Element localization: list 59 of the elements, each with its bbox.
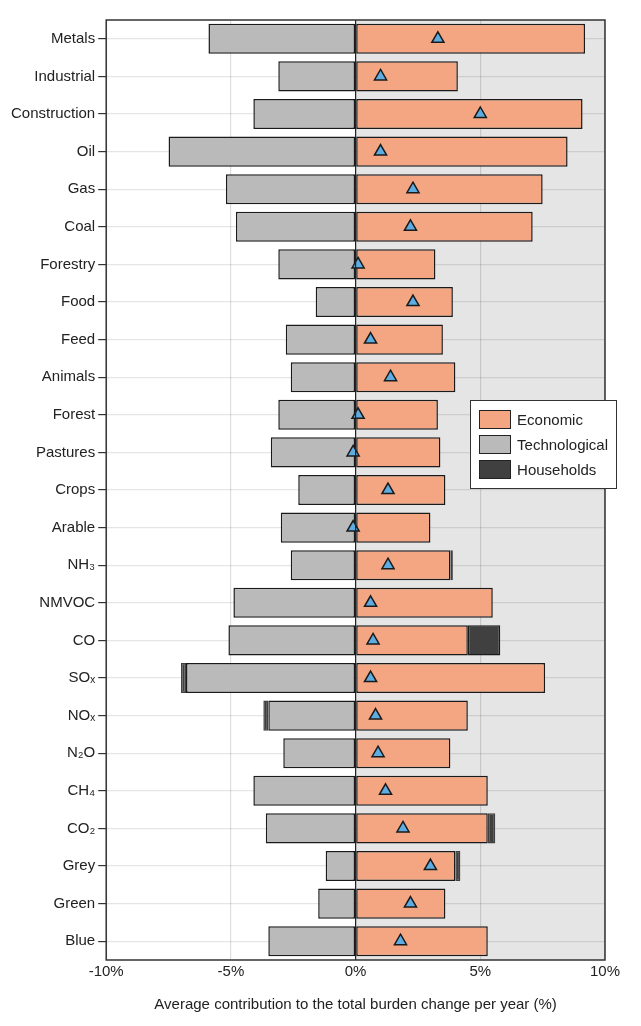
legend-label: Technological — [517, 436, 608, 453]
y-tick-label: Forestry — [40, 254, 96, 272]
point — [381, 482, 395, 495]
point — [403, 895, 418, 908]
point — [366, 632, 380, 645]
x-tick-label: 5% — [469, 962, 492, 980]
point — [403, 219, 418, 232]
point — [346, 519, 360, 532]
x-axis-title: Average contribution to the total burden change per year (%) — [154, 995, 557, 1013]
point — [351, 256, 365, 269]
y-tick-label: Forest — [52, 404, 97, 422]
point — [393, 933, 408, 946]
point — [396, 820, 410, 833]
point — [363, 331, 378, 344]
y-tick-label: N₂O — [66, 743, 96, 761]
point — [351, 407, 365, 420]
y-tick-label: NH₃ — [67, 555, 96, 573]
y-tick-label: CO₂ — [66, 818, 96, 836]
point — [383, 369, 398, 382]
y-tick-label: Gas — [67, 179, 96, 197]
x-tick-label: -10% — [88, 962, 124, 980]
y-tick-label: Construction — [10, 104, 96, 122]
y-tick-label: CO — [72, 630, 96, 648]
y-tick-label: Food — [61, 292, 96, 310]
point — [373, 68, 388, 81]
point — [363, 670, 378, 683]
point — [473, 106, 488, 119]
y-tick-label: Crops — [55, 480, 96, 498]
y-tick-label: Metals — [51, 28, 96, 46]
y-tick-label: NMVOC — [39, 592, 96, 610]
point — [431, 31, 445, 44]
point — [371, 745, 385, 758]
y-tick-label: Feed — [61, 329, 96, 347]
y-tick-label: NOₓ — [67, 705, 96, 723]
y-tick-label: Green — [53, 893, 96, 911]
legend-label: Households — [517, 461, 597, 478]
y-tick-label: SOₓ — [68, 668, 96, 686]
point — [381, 557, 395, 570]
y-tick-label: Animals — [41, 367, 96, 385]
y-tick-label: Pastures — [36, 442, 96, 460]
point — [406, 294, 420, 307]
y-tick-label: Industrial — [34, 66, 96, 84]
point — [373, 143, 388, 156]
point — [346, 444, 360, 457]
legend-label: Economic — [517, 411, 583, 428]
y-tick-label: CH₄ — [67, 780, 96, 798]
point — [406, 181, 420, 194]
x-tick-label: -5% — [217, 962, 245, 980]
point — [368, 707, 383, 720]
x-tick-label: 10% — [589, 962, 621, 980]
y-tick-label: Oil — [76, 141, 96, 159]
y-tick-label: Coal — [64, 216, 96, 234]
y-tick-label: Grey — [62, 856, 96, 874]
point — [363, 595, 378, 608]
x-tick-label: 0% — [344, 962, 367, 980]
point — [423, 858, 438, 871]
point — [378, 783, 393, 796]
y-tick-label: Blue — [65, 931, 96, 949]
y-tick-label: Arable — [51, 517, 96, 535]
